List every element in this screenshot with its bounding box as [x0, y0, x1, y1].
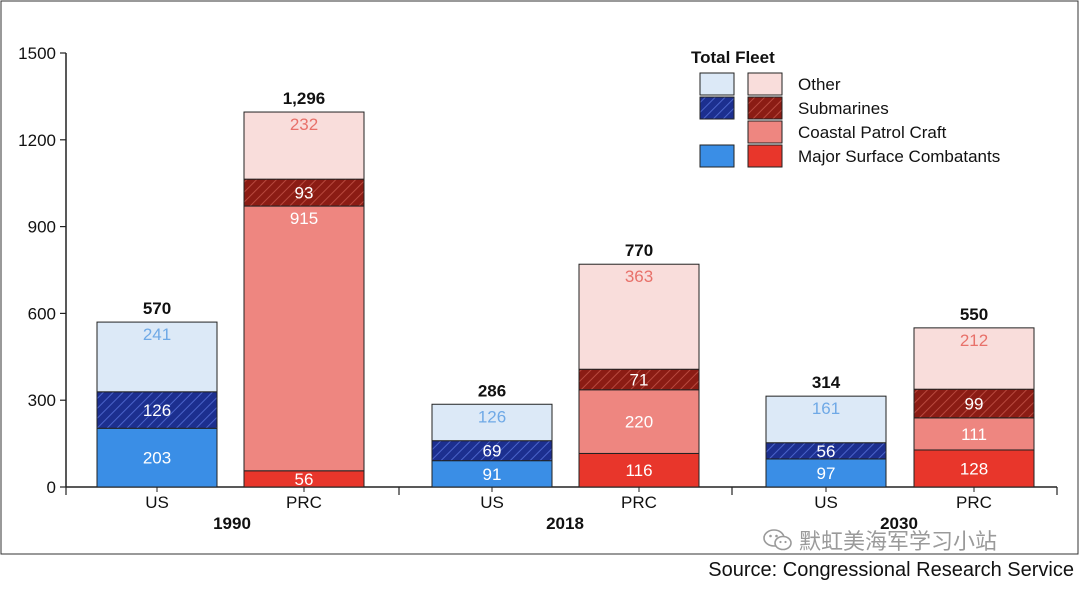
- data-label: 203: [143, 449, 171, 468]
- data-label: 116: [625, 461, 652, 480]
- x-tick-label: US: [480, 493, 504, 512]
- x-tick-label: PRC: [286, 493, 322, 512]
- data-label: 69: [483, 442, 502, 461]
- legend-swatch-prc: [747, 120, 783, 144]
- wechat-icon: [763, 529, 792, 551]
- data-label: 363: [625, 267, 653, 286]
- bar-segment-other: [431, 403, 553, 442]
- source-text: Source: Congressional Research Service: [708, 559, 1074, 581]
- legend: Total Fleet Other Submarines Coastal Patrol…: [691, 48, 1000, 168]
- y-tick-label: 1200: [18, 131, 56, 150]
- bars: 203 126 241 570 56 915 93 232 1,296 91 69 126 286 116…: [96, 89, 1035, 489]
- legend-title: Total Fleet: [691, 48, 775, 67]
- bar-segment-submarines: [96, 391, 218, 429]
- x-tick-label: US: [145, 493, 169, 512]
- x-group-label: 2030: [880, 514, 918, 533]
- data-label: 232: [290, 115, 318, 134]
- x-tick-label: US: [814, 493, 838, 512]
- y-tick-label: 0: [47, 478, 56, 497]
- x-tick-label: PRC: [956, 493, 992, 512]
- y-tick-label: 1500: [18, 44, 56, 63]
- x-tick-label: PRC: [621, 493, 657, 512]
- y-tick-label: 300: [28, 391, 56, 410]
- legend-entry: Major Surface Combatants: [798, 147, 1000, 166]
- legend-swatch-us: [699, 96, 735, 120]
- data-label: 93: [295, 184, 314, 203]
- watermark: 默虹美海军学习小站: [763, 524, 997, 556]
- bar-segment-coastal-patrol: [913, 417, 1035, 451]
- y-tick-label: 600: [28, 304, 56, 323]
- total-label: 770: [625, 241, 653, 260]
- data-label: 128: [960, 459, 988, 478]
- x-group-label: 1990: [213, 514, 251, 533]
- data-label: 212: [960, 331, 988, 350]
- data-label: 56: [817, 442, 836, 461]
- chart-frame: [0, 0, 1079, 555]
- axes: 0 300 600 900 1200 1500 1990 US PRC 2018 US PRC 2030…: [18, 44, 1058, 533]
- data-label: 56: [295, 470, 314, 489]
- bar-segment-coastal-patrol: [578, 389, 700, 454]
- total-label: 314: [812, 373, 841, 392]
- data-label: 71: [630, 371, 649, 390]
- bar-segment-major-surface: [431, 460, 553, 488]
- data-label: 915: [290, 209, 318, 228]
- bar-segment-major-surface: [578, 452, 700, 488]
- bar-segment-submarines: [913, 388, 1035, 419]
- data-label: 99: [965, 395, 984, 414]
- watermark-text: 默虹美海军学习小站: [799, 530, 998, 555]
- legend-swatch-us: [699, 72, 735, 96]
- bar-segment-submarines: [243, 178, 365, 207]
- total-label: 1,296: [283, 89, 326, 108]
- legend-swatch-prc: [747, 72, 783, 96]
- bar-segment-other: [96, 321, 218, 393]
- legend-swatch-prc: [747, 144, 783, 168]
- bar-segment-other: [578, 263, 700, 370]
- data-label: 111: [961, 425, 987, 444]
- total-label: 570: [143, 299, 171, 318]
- bar-segment-other: [913, 327, 1035, 390]
- legend-swatch-us: [699, 144, 735, 168]
- data-label: 161: [812, 399, 840, 418]
- data-label: 220: [625, 413, 653, 432]
- legend-entry: Submarines: [798, 99, 889, 118]
- bar-segment-other: [765, 395, 887, 444]
- bar-segment-major-surface: [765, 458, 887, 488]
- legend-entry: Other: [798, 75, 841, 94]
- total-label: 286: [478, 381, 506, 400]
- data-label: 241: [143, 325, 171, 344]
- y-tick-label: 900: [28, 218, 56, 237]
- data-label: 126: [143, 401, 171, 420]
- legend-swatch-prc: [747, 96, 783, 120]
- bar-segment-other: [243, 111, 365, 180]
- data-label: 97: [817, 464, 836, 483]
- total-label: 550: [960, 305, 988, 324]
- legend-entry: Coastal Patrol Craft: [798, 123, 947, 142]
- data-label: 91: [483, 465, 502, 484]
- bar-segment-major-surface: [913, 449, 1035, 488]
- data-label: 126: [478, 407, 506, 426]
- x-group-label: 2018: [546, 514, 584, 533]
- bar-segment-coastal-patrol: [243, 205, 365, 472]
